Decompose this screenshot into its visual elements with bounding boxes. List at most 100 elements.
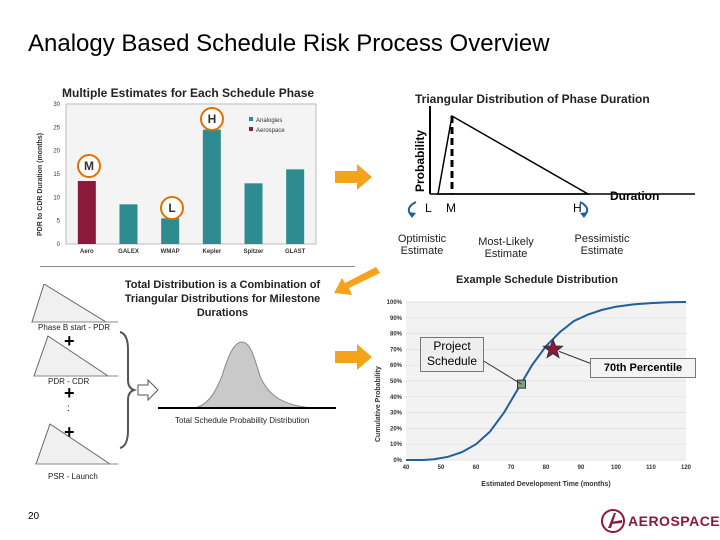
bar-chart-x-labels: Aero GALEX WMAP Kepler Spitzer GLAST xyxy=(80,249,306,255)
phase-label-3: PSR - Launch xyxy=(48,472,98,481)
scurve-chart: 0% 10% 20% 30% 40% 50% 60% 70% 80% 90% 100% 40 50 60… xyxy=(375,300,692,488)
combination-text: Total Distribution is a Combination of T… xyxy=(124,279,321,319)
scurve-y-tick: 100% xyxy=(387,300,403,306)
scurve-x-tick: 120 xyxy=(681,465,692,471)
tri-point-high: H xyxy=(573,201,582,215)
marker-low: L xyxy=(160,196,184,220)
scurve-line xyxy=(406,301,687,461)
project-schedule-box: Project Schedule xyxy=(420,337,484,372)
most-likely-estimate-label: Most-Likely Estimate xyxy=(478,236,534,260)
percentile-box: 70th Percentile xyxy=(590,358,696,378)
bar-y-tick: 30 xyxy=(53,102,60,108)
bar-x-label: WMAP xyxy=(161,249,180,255)
project-callout-line xyxy=(481,359,522,385)
scurve-y-tick: 30% xyxy=(390,411,403,417)
plus-sign-2: + xyxy=(64,383,75,403)
plus-sign-3: + xyxy=(64,422,75,442)
bar-y-tick: 10 xyxy=(53,195,60,201)
percentile-callout-line xyxy=(558,350,593,365)
scurve-y-tick: 70% xyxy=(390,347,403,353)
scurve-y-tick: 60% xyxy=(390,363,403,369)
right-panel-heading: Triangular Distribution of Phase Duratio… xyxy=(415,92,650,106)
bar-spitzer xyxy=(244,183,263,244)
marker-mid: M xyxy=(77,154,101,178)
arrow-right-middle xyxy=(335,344,372,370)
tri-y-label: Probability xyxy=(413,130,427,192)
brace-and-arrow xyxy=(119,331,159,449)
scurve-y-tick: 10% xyxy=(390,442,403,448)
phase-label-1: Phase B start - PDR xyxy=(38,323,111,332)
tri-shape xyxy=(437,114,591,195)
phase-triangle-1 xyxy=(31,284,108,323)
arrow-right-top xyxy=(335,164,372,190)
bar-chart-bars xyxy=(77,129,305,244)
scurve-x-tick: 60 xyxy=(473,465,480,471)
bar-chart-y-axis: 0 5 10 15 20 25 30 xyxy=(53,102,60,248)
scurve-y-label: Cumulative Probability xyxy=(375,366,382,442)
bar-x-label: GALEX xyxy=(118,249,139,255)
phase-label-2: PDR - CDR xyxy=(48,377,90,386)
scurve-y-tick: 40% xyxy=(390,395,403,401)
scurve-y-tick: 0% xyxy=(393,458,402,464)
scurve-grid xyxy=(406,301,686,461)
bar-chart-legend: Analogies Aerospace xyxy=(249,117,285,134)
bar-chart-y-label: PDR to CDR Duration (months) xyxy=(37,133,44,236)
bar-x-label: Aero xyxy=(80,249,94,255)
bar-y-tick: 25 xyxy=(53,125,60,131)
scurve-x-label: Estimated Development Time (months) xyxy=(481,481,610,488)
bar-chart: 0 5 10 15 20 25 30 Aero GALEX WMAP Kepler Spitzer G… xyxy=(37,102,317,255)
scurve-x-tick: 100 xyxy=(611,465,622,471)
bar-aero xyxy=(77,181,96,244)
ellipsis-dots: : xyxy=(67,403,70,414)
plus-sign-1: + xyxy=(64,331,75,351)
legend-label-analogies: Analogies xyxy=(256,118,282,124)
bar-wmap xyxy=(161,218,180,244)
total-distribution-label: Total Schedule Probability Distribution xyxy=(175,416,310,425)
percentile-star xyxy=(542,337,564,359)
scurve-y-tick: 20% xyxy=(390,426,403,432)
bar-chart-plot-area xyxy=(65,103,317,245)
example-heading: Example Schedule Distribution xyxy=(456,274,618,286)
triangular-distribution: Probability Duration xyxy=(413,106,695,203)
bar-x-label: Spitzer xyxy=(243,249,264,255)
scurve-x-tick: 110 xyxy=(646,465,656,471)
total-distribution xyxy=(158,341,336,409)
bar-y-tick: 5 xyxy=(57,219,61,225)
arrow-down-left xyxy=(334,267,380,295)
legend-swatch-analogies xyxy=(249,117,253,121)
scurve-x-tick: 80 xyxy=(543,465,550,471)
scurve-y-tick: 50% xyxy=(390,379,403,385)
aerospace-logo-text: AEROSPACE xyxy=(628,513,720,529)
scurve-y-ticks: 0% 10% 20% 30% 40% 50% 60% 70% 80% 90% 100% xyxy=(387,300,403,464)
scurve-x-tick: 40 xyxy=(403,465,410,471)
marker-high: H xyxy=(200,107,224,131)
scurve-x-tick: 50 xyxy=(438,465,445,471)
bar-galex xyxy=(119,204,138,244)
scurve-x-ticks: 40 50 60 70 80 90 100 110 120 xyxy=(403,465,692,471)
tri-x-label: Duration xyxy=(610,189,659,203)
total-distribution-curve xyxy=(193,341,315,409)
bar-glast xyxy=(286,169,305,244)
left-panel-heading: Multiple Estimates for Each Schedule Pha… xyxy=(62,86,315,100)
aerospace-logo-icon xyxy=(601,509,625,533)
bar-y-tick: 15 xyxy=(53,172,60,178)
divider xyxy=(40,266,355,267)
optimistic-estimate-label: Optimistic Estimate xyxy=(397,233,447,257)
bar-y-tick: 0 xyxy=(57,242,61,248)
bar-kepler xyxy=(202,129,221,244)
scurve-y-tick: 90% xyxy=(390,316,403,322)
page-title: Analogy Based Schedule Risk Process Over… xyxy=(28,30,550,57)
pessimistic-estimate-label: Pessimistic Estimate xyxy=(574,233,630,257)
tri-point-arrows xyxy=(407,201,589,218)
scurve-x-tick: 70 xyxy=(508,465,515,471)
tri-point-low: L xyxy=(425,201,432,215)
page-number: 20 xyxy=(28,511,40,522)
tri-point-mode: M xyxy=(446,201,456,215)
legend-swatch-aerospace xyxy=(249,127,253,131)
bar-x-label: GLAST xyxy=(285,249,306,255)
scurve-x-tick: 90 xyxy=(578,465,585,471)
bar-x-label: Kepler xyxy=(202,249,221,255)
scurve-y-tick: 80% xyxy=(390,332,403,338)
phase-triangles xyxy=(31,284,118,465)
legend-label-aerospace: Aerospace xyxy=(256,128,285,134)
